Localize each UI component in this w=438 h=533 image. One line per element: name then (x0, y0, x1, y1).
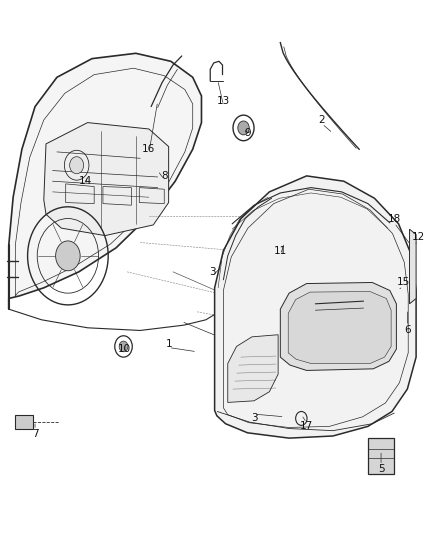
Text: 7: 7 (32, 430, 39, 439)
Text: 9: 9 (244, 128, 251, 138)
Text: 8: 8 (161, 171, 168, 181)
Circle shape (119, 341, 128, 352)
Circle shape (238, 121, 249, 135)
Text: 6: 6 (404, 326, 411, 335)
Text: 1: 1 (165, 339, 172, 349)
Text: 14: 14 (79, 176, 92, 186)
Polygon shape (44, 123, 169, 236)
Text: 17: 17 (300, 422, 313, 431)
Text: 2: 2 (318, 115, 325, 125)
Polygon shape (410, 229, 416, 304)
Polygon shape (15, 415, 33, 429)
Polygon shape (215, 176, 416, 438)
Text: 5: 5 (378, 464, 385, 474)
Polygon shape (228, 335, 278, 402)
Polygon shape (9, 53, 201, 309)
Polygon shape (368, 438, 394, 474)
Text: 3: 3 (251, 414, 258, 423)
Text: 11: 11 (274, 246, 287, 255)
Text: 12: 12 (412, 232, 425, 242)
Circle shape (70, 157, 84, 174)
Text: 18: 18 (388, 214, 401, 223)
Text: 10: 10 (118, 344, 131, 354)
Polygon shape (288, 292, 391, 364)
Circle shape (56, 241, 80, 271)
Polygon shape (280, 282, 396, 370)
Text: 3: 3 (209, 267, 216, 277)
Text: 13: 13 (217, 96, 230, 106)
Text: 16: 16 (142, 144, 155, 154)
Text: 15: 15 (396, 278, 410, 287)
